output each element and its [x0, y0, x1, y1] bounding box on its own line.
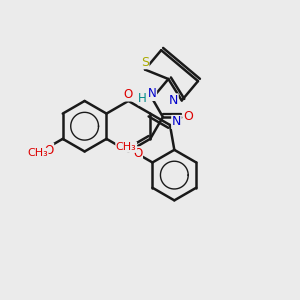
Text: CH₃: CH₃ [116, 142, 136, 152]
Text: S: S [141, 56, 149, 69]
Text: O: O [44, 143, 54, 157]
Text: O: O [133, 147, 142, 160]
Text: O: O [124, 88, 133, 101]
Text: O: O [183, 110, 193, 124]
Text: N: N [148, 87, 157, 101]
Text: H: H [138, 92, 147, 105]
Text: N: N [169, 94, 178, 107]
Text: CH₃: CH₃ [27, 148, 48, 158]
Text: N: N [172, 116, 181, 128]
